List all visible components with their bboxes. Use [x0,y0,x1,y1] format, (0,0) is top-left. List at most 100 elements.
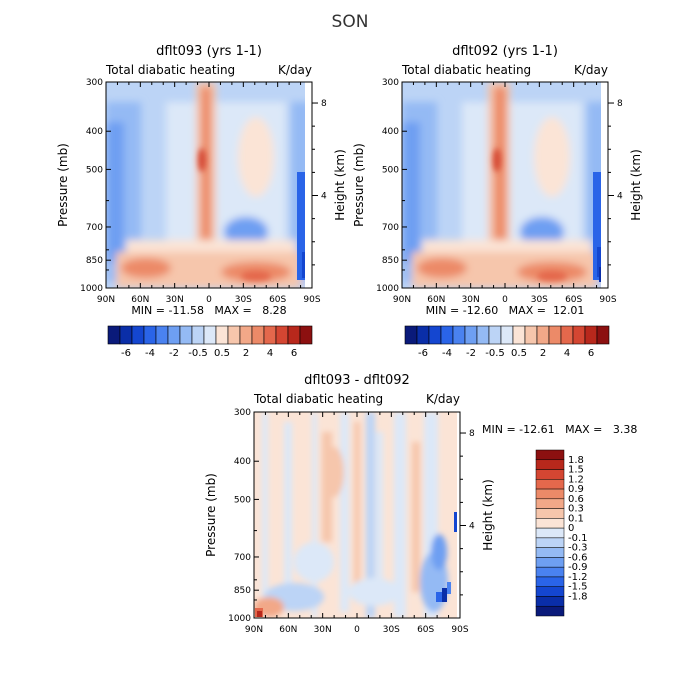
units-label: K/day [574,63,608,77]
x-tick-label: 60N [131,295,149,305]
colorbar-swatch [548,325,562,345]
colorbar-label: 0.3 [568,504,584,515]
colorbar-swatch [535,576,565,587]
colorbar-swatch [287,325,301,345]
colorbar-label: 4 [267,348,273,359]
colorbar-swatch [535,605,565,617]
x-tick-label: 60N [279,625,297,635]
colorbar-swatch [535,508,565,519]
figure-title: SON [332,12,369,32]
colorbar-swatch [143,325,157,345]
y-tick-label: 700 [234,553,251,563]
colorbar-swatch [535,518,565,529]
y-axis-label: Pressure (mb) [56,143,70,227]
colorbar-label: 0.5 [214,348,230,359]
colorbar-label: 2 [243,348,249,359]
colorbar-label: -2 [169,348,179,359]
colorbar-label: -4 [442,348,452,359]
y-axis-label: Pressure (mb) [204,473,218,557]
colorbar-swatch [535,537,565,548]
y-tick-label: 1000 [228,614,251,624]
colorbar-label: 1.8 [568,455,584,466]
colorbar-swatch [535,459,565,470]
panel-title: dflt093 (yrs 1-1) [156,44,262,59]
colorbar-swatch [560,325,574,345]
colorbar-label: -0.5 [188,348,208,359]
y2-tick-label: 8 [469,429,475,439]
y2-axis-label: Height (km) [629,149,643,220]
y2-tick-label: 4 [617,192,623,202]
x-tick-label: 60N [427,295,445,305]
colorbar-label: -1.5 [568,582,588,593]
minmax-stats: MIN = -12.61 MAX = 3.38 [482,423,637,436]
field-label: Total diabatic heating [253,392,383,406]
heatmap-field [254,412,460,618]
y2-tick-label: 4 [321,192,327,202]
y-tick-label: 400 [86,127,103,137]
field-label: Total diabatic heating [401,63,531,77]
colorbar-swatch [535,469,565,480]
colorbar-label: 0.9 [568,484,584,495]
colorbar-label: 0.1 [568,513,584,524]
colorbar-swatch [535,479,565,490]
y2-tick-label: 8 [617,99,623,109]
colorbar-swatch [131,325,145,345]
y-tick-label: 1000 [80,284,103,294]
panel-title: dflt092 (yrs 1-1) [452,44,558,59]
colorbar-label: 1.2 [568,474,584,485]
x-tick-label: 90N [245,625,263,635]
colorbar-label: -2 [466,348,476,359]
colorbar-swatch [596,325,610,345]
heatmap-field [402,82,608,288]
x-tick-label: 30N [462,295,480,305]
y-tick-label: 850 [86,256,103,266]
colorbar-label: 6 [291,348,297,359]
y2-tick-label: 4 [469,522,475,532]
colorbar-swatch [535,596,565,607]
colorbar-swatch [535,527,565,539]
x-tick-label: 90S [599,295,616,305]
colorbar-label: -6 [121,348,131,359]
colorbar-swatch [167,325,181,345]
colorbar-swatch [488,325,502,345]
x-tick-label: 0 [206,295,212,305]
colorbar-swatch [239,325,253,345]
panel-title: dflt093 - dflt092 [304,373,410,388]
colorbar-swatch [155,325,169,345]
y-tick-label: 500 [234,495,251,505]
colorbar-swatch [404,325,418,345]
colorbar-label: -0.1 [568,533,588,544]
colorbar-difference: 1.81.51.20.90.60.30.10-0.1-0.3-0.6-0.9-1… [535,449,588,617]
colorbar-swatch [416,325,430,345]
colorbar-swatch [263,325,277,345]
y-tick-label: 850 [382,256,399,266]
colorbar-swatch [440,325,454,345]
x-tick-label: 90N [97,295,115,305]
colorbar-swatch [107,325,121,345]
colorbar-swatch [500,325,514,345]
colorbar-label: 0.5 [511,348,527,359]
colorbar-swatch [584,325,598,345]
x-tick-label: 0 [502,295,508,305]
colorbar-swatch [299,325,313,345]
units-label: K/day [426,392,460,406]
colorbar-label: 4 [564,348,570,359]
y-tick-label: 300 [234,408,251,418]
colorbar-swatch [428,325,442,345]
panel-difference: dflt093 - dflt092 Total diabatic heating… [204,373,637,635]
x-tick-label: 30S [531,295,548,305]
colorbar-swatch [251,325,265,345]
x-tick-label: 60S [269,295,286,305]
x-tick-label: 30N [166,295,184,305]
colorbar-label: 6 [588,348,594,359]
colorbar-swatch [191,325,205,345]
panel-dflt092: dflt092 (yrs 1-1) Total diabatic heating… [352,44,643,317]
y-tick-label: 300 [86,78,103,88]
colorbar-swatch [572,325,586,345]
colorbar-swatch [119,325,133,345]
colorbar-swatch [179,325,193,345]
minmax-stats: MIN = -12.60 MAX = 12.01 [426,304,585,317]
y-tick-label: 400 [234,457,251,467]
y-tick-label: 700 [382,223,399,233]
